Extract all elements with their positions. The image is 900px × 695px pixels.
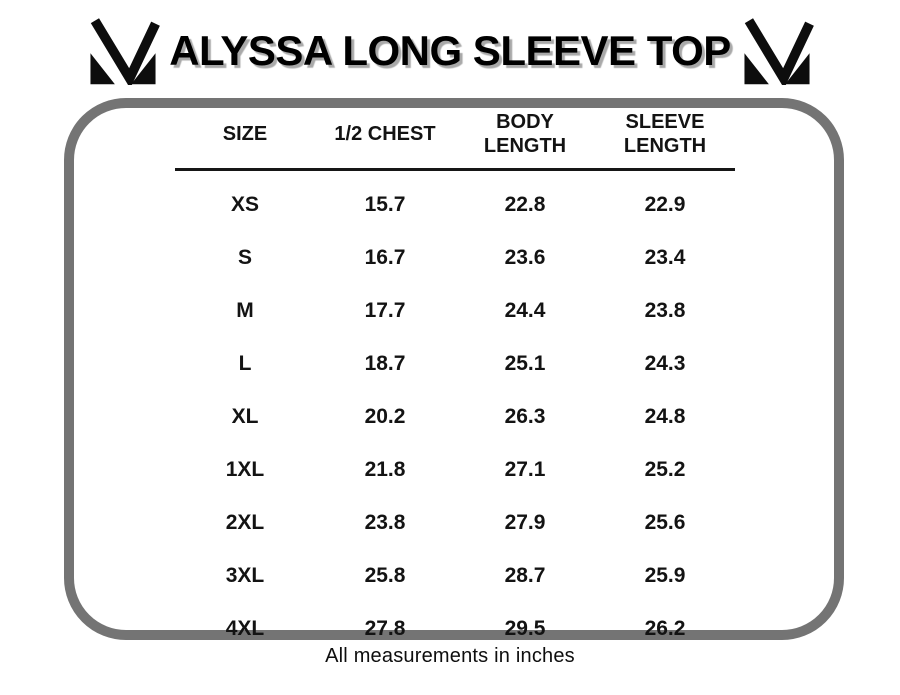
cell-sleeve-length: 23.4 <box>644 245 686 269</box>
footer-note: All measurements in inches <box>325 645 575 667</box>
size-row-3xl: 3XL 25.8 28.7 25.9 <box>175 549 735 602</box>
size-table-header: SIZE 1/2 CHEST BODY LENGTH SLEEVE LENGTH <box>175 110 735 171</box>
cell-half-chest: 17.7 <box>364 298 406 322</box>
size-row-1xl: 1XL 21.8 27.1 25.2 <box>175 443 735 496</box>
cell-sleeve-length: 24.8 <box>644 404 686 428</box>
cell-size: 1XL <box>225 457 265 481</box>
cell-half-chest: 23.8 <box>364 510 406 534</box>
cell-size: 2XL <box>225 510 265 534</box>
m-mark-icon <box>744 18 814 85</box>
size-row-xs: XS 15.7 22.8 22.9 <box>175 170 735 232</box>
cell-half-chest: 18.7 <box>364 351 406 375</box>
cell-sleeve-length: 25.6 <box>644 510 686 534</box>
cell-size: 4XL <box>225 616 265 640</box>
cell-half-chest: 27.8 <box>364 616 406 640</box>
cell-body-length: 27.1 <box>504 457 546 481</box>
cell-body-length: 22.8 <box>504 192 546 216</box>
size-table: SIZE 1/2 CHEST BODY LENGTH SLEEVE LENGTH… <box>175 110 735 655</box>
cell-half-chest: 25.8 <box>364 563 406 587</box>
cell-sleeve-length: 24.3 <box>644 351 686 375</box>
header-row: SIZE 1/2 CHEST BODY LENGTH SLEEVE LENGTH <box>175 110 735 171</box>
cell-sleeve-length: 25.9 <box>644 563 686 587</box>
cell-size: L <box>238 351 252 375</box>
cell-size: XL <box>231 404 259 428</box>
cell-body-length: 28.7 <box>504 563 546 587</box>
size-table-body: XS 15.7 22.8 22.9 S 16.7 23.6 23.4 M 17.… <box>175 170 735 656</box>
cell-size: XS <box>230 192 259 216</box>
cell-body-length: 29.5 <box>504 616 546 640</box>
cell-half-chest: 20.2 <box>364 404 406 428</box>
cell-sleeve-length: 22.9 <box>644 192 686 216</box>
cell-size: S <box>237 245 252 269</box>
column-header-sleeve-length: SLEEVE LENGTH <box>595 110 735 171</box>
brand-logo-left <box>85 17 161 85</box>
cell-body-length: 26.3 <box>504 404 546 428</box>
column-header-half-chest: 1/2 CHEST <box>315 110 455 171</box>
size-row-s: S 16.7 23.6 23.4 <box>175 231 735 284</box>
cell-sleeve-length: 23.8 <box>644 298 686 322</box>
cell-body-length: 24.4 <box>504 298 546 322</box>
size-row-l: L 18.7 25.1 24.3 <box>175 337 735 390</box>
size-chart-card <box>64 98 844 640</box>
column-header-size: SIZE <box>175 110 315 171</box>
column-header-body-length: BODY LENGTH <box>455 110 595 171</box>
brand-logo-right <box>739 17 815 85</box>
header: ALYSSA LONG SLEEVE TOP <box>0 8 900 94</box>
cell-size: 3XL <box>225 563 265 587</box>
cell-half-chest: 21.8 <box>364 457 406 481</box>
size-row-2xl: 2XL 23.8 27.9 25.6 <box>175 496 735 549</box>
cell-sleeve-length: 26.2 <box>644 616 686 640</box>
m-mark-icon <box>90 18 161 85</box>
cell-size: M <box>236 298 254 322</box>
size-row-4xl: 4XL 27.8 29.5 26.2 <box>175 602 735 655</box>
size-row-xl: XL 20.2 26.3 24.8 <box>175 390 735 443</box>
cell-body-length: 27.9 <box>504 510 546 534</box>
page-title: ALYSSA LONG SLEEVE TOP <box>169 27 731 74</box>
cell-half-chest: 16.7 <box>364 245 406 269</box>
cell-body-length: 23.6 <box>504 245 546 269</box>
cell-half-chest: 15.7 <box>364 192 406 216</box>
cell-body-length: 25.1 <box>504 351 546 375</box>
cell-sleeve-length: 25.2 <box>644 457 686 481</box>
size-row-m: M 17.7 24.4 23.8 <box>175 284 735 337</box>
